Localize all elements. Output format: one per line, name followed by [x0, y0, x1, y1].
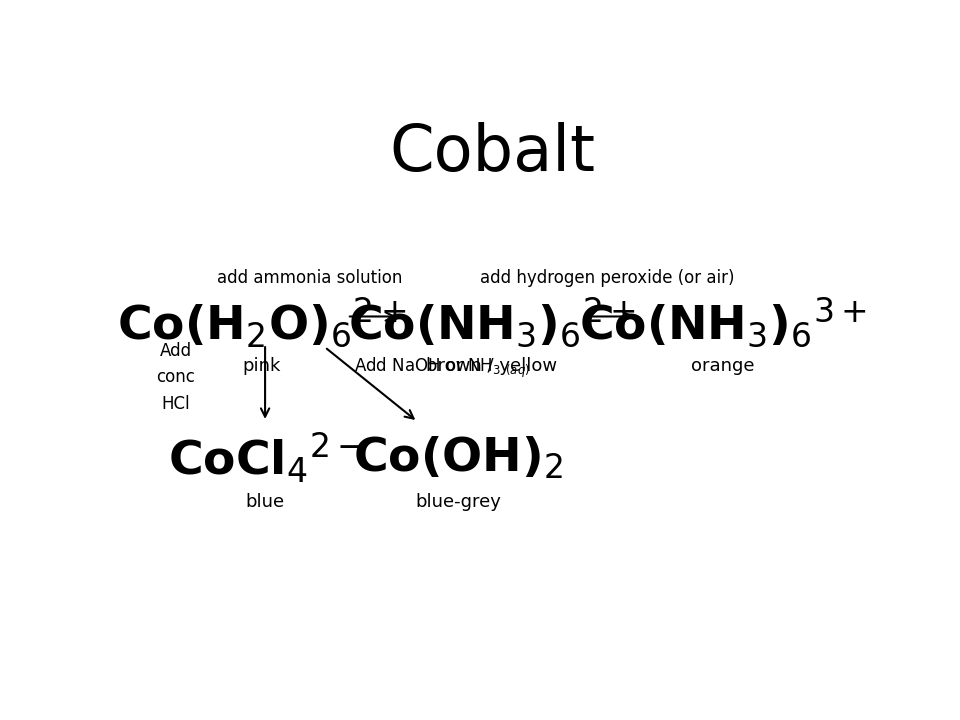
- Text: Co(H$_2$O)$_6$$^{2+}$: Co(H$_2$O)$_6$$^{2+}$: [116, 295, 406, 349]
- Text: Add NaOH or NH$_3$ $_{(aq)}$: Add NaOH or NH$_3$ $_{(aq)}$: [354, 356, 530, 379]
- Text: orange: orange: [691, 357, 755, 375]
- Text: Co(OH)$_2$: Co(OH)$_2$: [353, 435, 564, 481]
- Text: Co(NH$_3$)$_6$$^{3+}$: Co(NH$_3$)$_6$$^{3+}$: [579, 295, 867, 349]
- Text: blue: blue: [246, 493, 285, 511]
- Text: CoCl$_4$$^{2-}$: CoCl$_4$$^{2-}$: [168, 431, 363, 485]
- Text: pink: pink: [242, 357, 280, 375]
- Text: Add
conc
HCl: Add conc HCl: [156, 342, 195, 413]
- Text: Cobalt: Cobalt: [389, 122, 595, 184]
- Text: blue-grey: blue-grey: [416, 493, 501, 511]
- Text: Co(NH$_3$)$_6$$^{2+}$: Co(NH$_3$)$_6$$^{2+}$: [348, 295, 636, 349]
- Text: add hydrogen peroxide (or air): add hydrogen peroxide (or air): [480, 269, 734, 287]
- Text: brown / yellow: brown / yellow: [426, 357, 558, 375]
- Text: add ammonia solution: add ammonia solution: [217, 269, 402, 287]
